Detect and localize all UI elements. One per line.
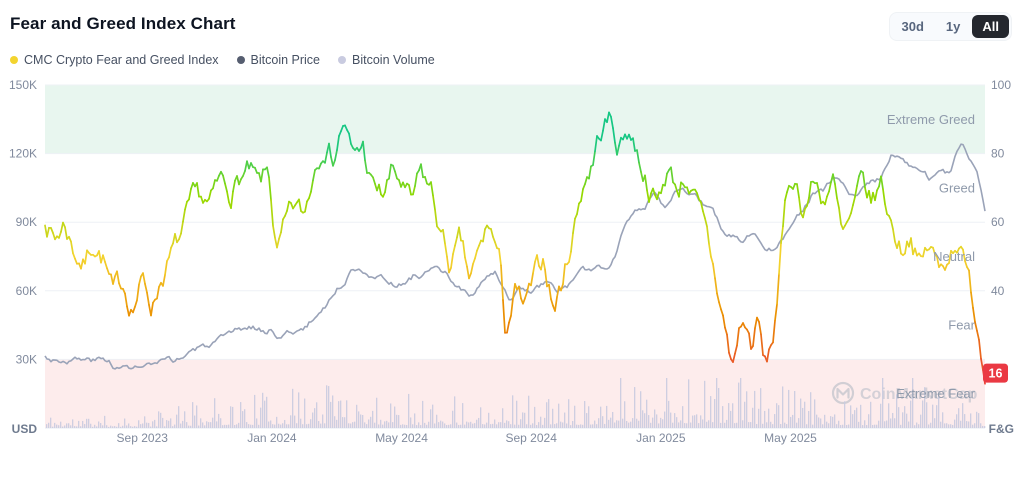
svg-text:USD: USD — [12, 422, 38, 436]
svg-text:60K: 60K — [16, 284, 37, 298]
svg-text:Neutral: Neutral — [933, 249, 975, 264]
svg-text:Greed: Greed — [939, 180, 975, 195]
x-axis-labels: Sep 2023 Jan 2024 May 2024 Sep 2024 Jan 2025… — [117, 431, 818, 445]
range-button-all[interactable]: All — [972, 15, 1009, 38]
legend-label: CMC Crypto Fear and Greed Index — [24, 53, 219, 67]
svg-text:100: 100 — [991, 78, 1011, 92]
left-axis-labels: 150K 120K 90K 60K 30K USD — [9, 78, 37, 436]
svg-text:30K: 30K — [16, 352, 37, 366]
svg-text:Jan 2025: Jan 2025 — [636, 431, 686, 445]
svg-text:16: 16 — [989, 367, 1003, 381]
svg-text:90K: 90K — [16, 215, 37, 229]
legend-dot-icon — [10, 56, 18, 64]
svg-text:Sep 2023: Sep 2023 — [117, 431, 169, 445]
page-title: Fear and Greed Index Chart — [10, 14, 236, 33]
legend-label: Bitcoin Price — [250, 53, 321, 67]
watermark: CoinMarketCap — [831, 381, 978, 405]
svg-text:May 2025: May 2025 — [764, 431, 817, 445]
legend-item-2[interactable]: Bitcoin Volume — [338, 53, 435, 67]
legend-item-0[interactable]: CMC Crypto Fear and Greed Index — [10, 53, 219, 67]
svg-text:Jan 2024: Jan 2024 — [247, 431, 297, 445]
svg-text:Extreme Greed: Extreme Greed — [887, 112, 975, 127]
legend-item-1[interactable]: Bitcoin Price — [236, 53, 321, 67]
right-axis-labels: 100 80 60 40 F&G — [989, 78, 1014, 436]
legend-label: Bitcoin Volume — [352, 53, 435, 67]
svg-text:120K: 120K — [9, 147, 37, 161]
svg-text:150K: 150K — [9, 78, 37, 92]
svg-text:40: 40 — [991, 284, 1005, 298]
range-button-1y[interactable]: 1y — [936, 15, 970, 38]
chart-legend: CMC Crypto Fear and Greed Index Bitcoin P… — [0, 41, 1024, 67]
chart-header: Fear and Greed Index Chart 30d 1y All — [0, 0, 1024, 41]
svg-text:Sep 2024: Sep 2024 — [506, 431, 558, 445]
legend-dot-icon — [236, 56, 245, 64]
fng-line — [44, 111, 986, 385]
svg-text:Fear: Fear — [948, 318, 975, 333]
range-switcher: 30d 1y All — [888, 12, 1012, 41]
zone-labels: Extreme Greed Greed Neutral Fear Extreme Fea… — [887, 112, 976, 401]
range-button-30d[interactable]: 30d — [892, 15, 934, 38]
svg-text:May 2024: May 2024 — [375, 431, 428, 445]
volume-bars — [46, 378, 986, 428]
btc-price-line — [44, 143, 986, 370]
svg-text:CoinMarketCap: CoinMarketCap — [860, 386, 978, 403]
zone-bands — [45, 85, 985, 428]
svg-text:60: 60 — [991, 215, 1005, 229]
legend-dot-icon — [338, 56, 347, 64]
current-value-badge: 16 — [983, 363, 1008, 383]
svg-text:F&G: F&G — [989, 422, 1014, 436]
svg-text:Extreme Fear: Extreme Fear — [896, 386, 975, 401]
svg-text:80: 80 — [991, 147, 1005, 161]
